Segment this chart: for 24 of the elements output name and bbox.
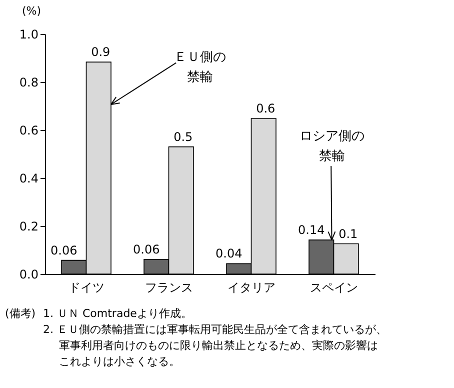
y-tick-label: 0.4	[19, 172, 38, 186]
text: ＥＵ側の禁輸	[174, 50, 226, 85]
text: 1. ＵＮ Comtradeより作成。	[43, 307, 192, 320]
data-label: 0.14	[298, 222, 325, 237]
x-tick-label: ドイツ	[68, 280, 104, 294]
y-tick-label: 0.6	[19, 124, 38, 138]
x-tick-label: スペイン	[310, 280, 358, 294]
data-label: 0.06	[50, 243, 78, 258]
data-label: 0.06	[133, 242, 160, 256]
text: ロシア側の禁輸	[300, 129, 365, 164]
y-tick-label: 1.0	[19, 28, 38, 42]
y-axis-title: (%)	[22, 4, 42, 18]
x-tick-label: フランス	[144, 280, 193, 294]
y-tick-label: 0.2	[19, 220, 38, 234]
data-label: 0.1	[338, 226, 358, 241]
x-tick-label: イタリア	[227, 280, 276, 294]
data-label: 0.6	[256, 101, 276, 116]
data-label: 0.9	[91, 45, 110, 60]
y-tick-label: 0.8	[19, 76, 38, 90]
data-label: 0.04	[216, 246, 242, 261]
y-tick-label: 0.0	[19, 268, 38, 282]
text: 2. ＥＵ側の禁輸措置には軍事転用可能民生品が全て含まれているが、軍事利用者向けのものに限り輸出禁止となるため、実際の影響はこれよりは小さくなる。	[43, 323, 387, 368]
text: (備考)	[5, 307, 36, 320]
data-label: 0.5	[174, 130, 193, 144]
